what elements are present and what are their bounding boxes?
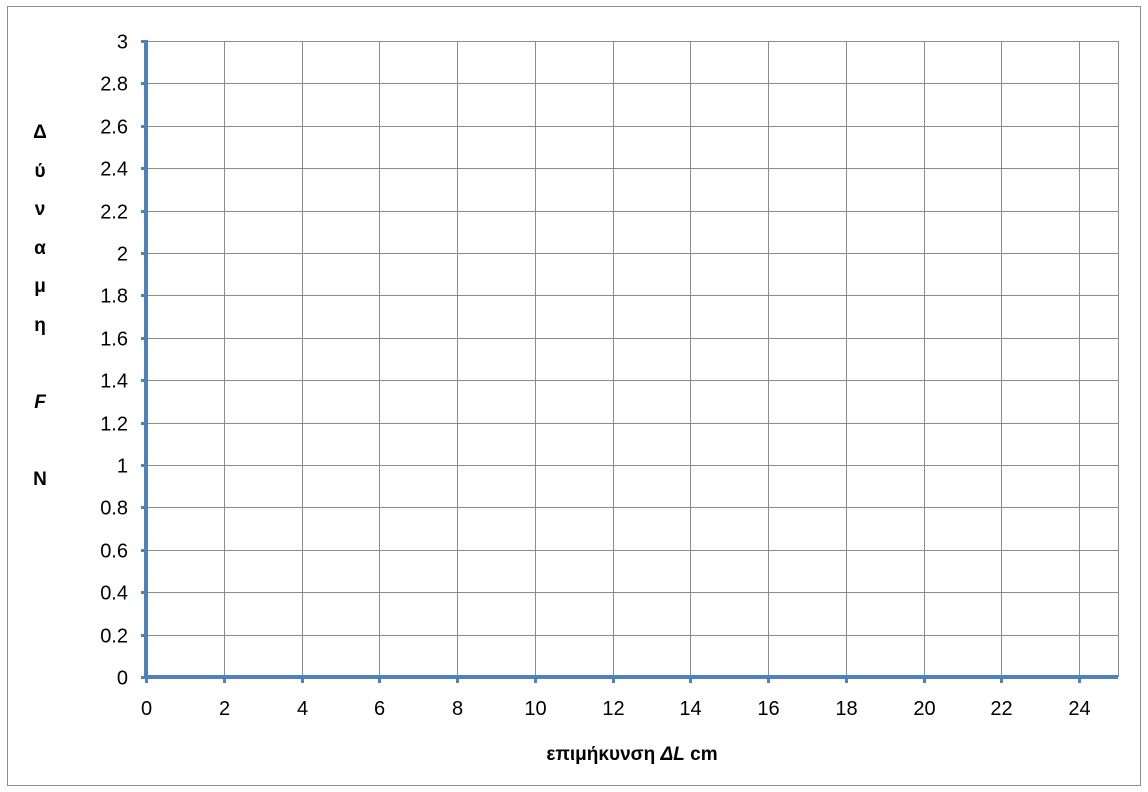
y-tick-label: 1.4 [100,371,128,393]
y-tick-label: 2 [117,244,128,266]
x-tick-label: 4 [297,698,308,720]
x-axis-title-unit: cm [685,744,718,765]
y-axis-title-letter: N [33,469,47,490]
y-tick-label: 2.2 [100,202,128,224]
y-axis-title-letter: Δ [33,122,47,143]
y-axis-title-letter: α [34,238,46,259]
x-tick-label: 14 [679,698,701,720]
grid-layer [146,41,1119,677]
y-axis-title-letter: μ [34,276,46,297]
x-tick-label: 24 [1068,698,1090,720]
x-tick-label: 16 [757,698,779,720]
y-tick-label: 2.8 [100,74,128,96]
y-tick-label: 3 [117,32,128,54]
y-axis-title-letter: η [34,315,46,336]
y-axis-title-letter: F [34,392,47,413]
x-tick-label: 20 [913,698,935,720]
y-tick-label: 2.6 [100,117,128,139]
y-tick-label: 1.8 [100,286,128,308]
y-tick-label: 1 [117,456,128,478]
x-tick-label: 18 [835,698,857,720]
x-tick-label: 2 [219,698,230,720]
y-tick-label: 0.8 [100,498,128,520]
x-tick-label: 10 [524,698,546,720]
y-axis-title-letter: ν [35,199,46,220]
tick-layer: 0 0.2 0.4 0.6 0.8 1 1.2 1.4 1.6 1.8 2 2.2 2.4 2.6 2.8 3… [100,32,1090,721]
x-tick-label: 8 [452,698,463,720]
y-tick-label: 0.2 [100,626,128,648]
x-tick-label: 22 [990,698,1012,720]
x-axis-title: επιμήκυνση ΔL cm [546,744,717,765]
y-tick-label: 0.6 [100,541,128,563]
y-tick-label: 2.4 [100,159,128,181]
x-tick-label: 12 [602,698,624,720]
y-tick-label: 0.4 [100,583,128,605]
y-axis-title-letter: ύ [34,161,45,182]
y-tick-label: 1.2 [100,414,128,436]
chart-border [7,6,1141,786]
y-tick-label: 1.6 [100,329,128,351]
y-tick-label: 0 [117,668,128,690]
x-axis-title-prefix: επιμήκυνση [546,744,660,765]
x-tick-label: 0 [141,698,152,720]
x-axis-title-symbol: ΔL [660,744,685,765]
axis-layer [141,40,1118,683]
x-tick-label: 6 [374,698,385,720]
